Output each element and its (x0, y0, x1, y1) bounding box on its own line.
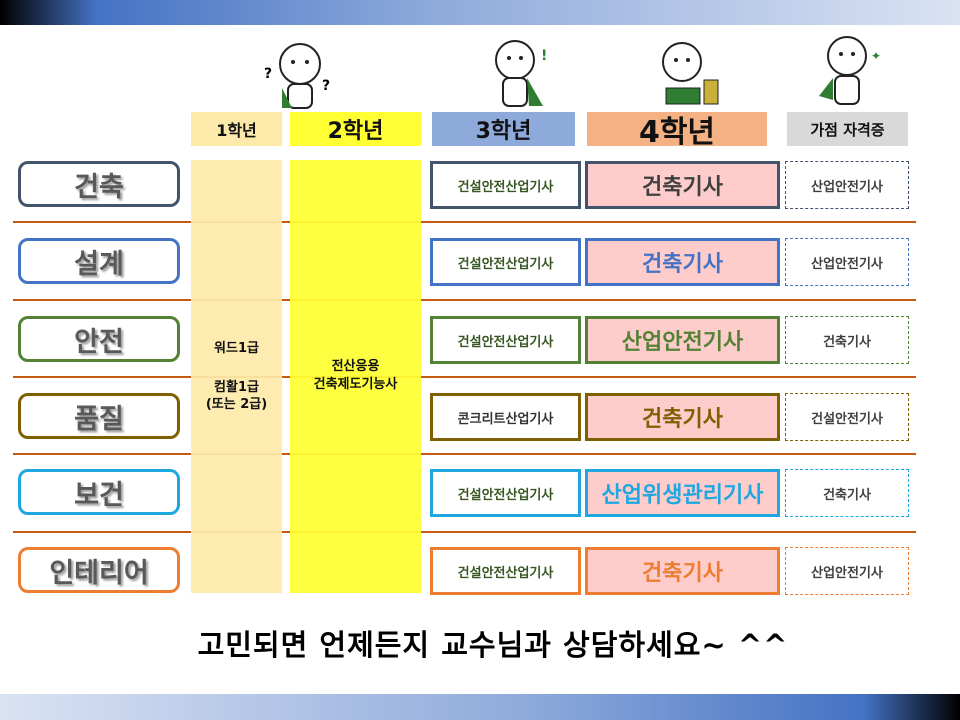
extra-cert: 산업안전기사 (785, 161, 909, 209)
year4-cert: 건축기사 (585, 547, 780, 595)
year4-cert: 건축기사 (585, 393, 780, 441)
bottom-gradient-bar (0, 694, 960, 720)
row-divider (13, 376, 916, 378)
tiger-thinking-icon: ?? (264, 43, 330, 109)
year4-cert: 산업안전기사 (585, 316, 780, 364)
row-divider (13, 453, 916, 455)
extra-cert: 산업안전기사 (785, 238, 909, 286)
header-year4: 4학년 (587, 112, 767, 150)
header-year2: 2학년 (290, 112, 421, 146)
year1-computer-cert: 컴활1급 (214, 380, 259, 395)
year3-cert: 건설안전산업기사 (430, 547, 581, 595)
header-year3: 3학년 (432, 112, 575, 146)
tiger-surprised-icon: ! (495, 40, 547, 107)
year3-cert: 건설안전산업기사 (430, 161, 581, 209)
year2-cert-line2: 건축제도기능사 (313, 377, 398, 392)
year4-cert: 건축기사 (585, 238, 780, 286)
extra-cert: 산업안전기사 (785, 547, 909, 595)
year2-column (290, 160, 421, 593)
footer-message: 고민되면 언제든지 교수님과 상담하세요~ ^^ (197, 628, 789, 662)
year3-cert: 콘크리트산업기사 (430, 393, 581, 441)
year1-computer-cert-note: (또는 2급) (205, 397, 268, 412)
track-label-button[interactable]: 인테리어 (18, 547, 180, 593)
year4-cert: 산업위생관리기사 (585, 469, 780, 517)
year3-cert: 건설안전산업기사 (430, 238, 581, 286)
header-extra: 가점 자격증 (787, 112, 908, 146)
svg-text:?: ? (322, 78, 330, 94)
svg-text:?: ? (264, 66, 272, 82)
track-label-button[interactable]: 건축 (18, 161, 180, 207)
track-label-button[interactable]: 보건 (18, 469, 180, 515)
year1-word-cert: 워드1급 (214, 341, 259, 356)
row-divider (13, 531, 916, 533)
tiger-thumbsup-icon: ✦ (819, 36, 881, 105)
svg-text:✦: ✦ (871, 49, 881, 63)
year4-cert: 건축기사 (585, 161, 780, 209)
svg-text:!: ! (541, 48, 547, 64)
tiger-laptop-icon (662, 42, 719, 105)
extra-cert: 건축기사 (785, 316, 909, 364)
year2-cert-line1: 전산응용 (331, 359, 380, 374)
row-divider (13, 299, 916, 301)
row-divider (13, 221, 916, 223)
header-year1: 1학년 (191, 112, 282, 146)
extra-cert: 건설안전기사 (785, 393, 909, 441)
year3-cert: 건설안전산업기사 (430, 316, 581, 364)
extra-cert: 건축기사 (785, 469, 909, 517)
track-label-button[interactable]: 설계 (18, 238, 180, 284)
track-label-button[interactable]: 안전 (18, 316, 180, 362)
year1-column (191, 160, 282, 593)
track-label-button[interactable]: 품질 (18, 393, 180, 439)
year3-cert: 건설안전산업기사 (430, 469, 581, 517)
top-gradient-bar (0, 0, 960, 25)
